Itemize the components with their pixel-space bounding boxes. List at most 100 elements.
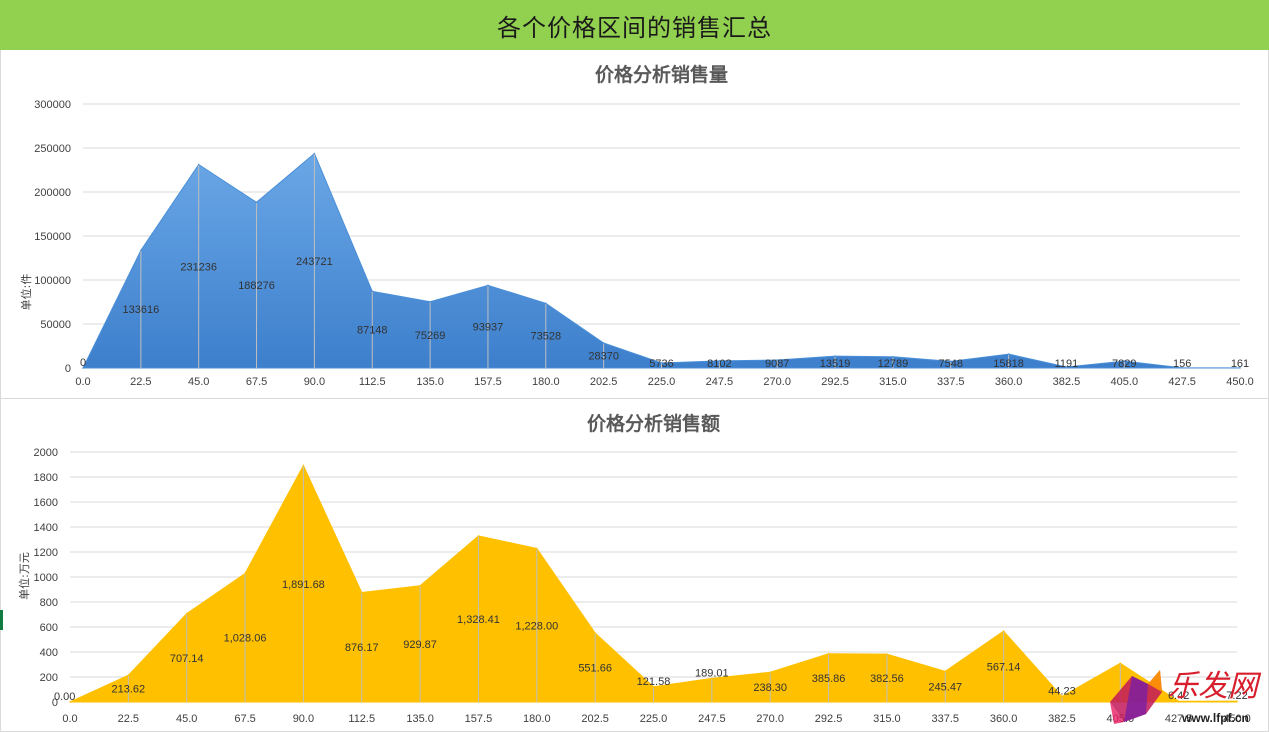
sales-volume-chart: 价格分析销售量 0 50000 100000 150000 200000 250000 300… [19,63,1254,388]
y-tick-label: 1600 [34,497,58,509]
data-label: 1,228.00 [515,620,558,632]
data-point [776,359,778,361]
data-label: 7.22 [1226,690,1247,702]
x-tick-label: 202.5 [581,713,609,725]
x-tick-label: 247.5 [706,376,734,388]
data-label: 13519 [820,358,851,370]
data-label: 382.56 [870,673,904,685]
data-label: 189.01 [695,667,729,679]
x-tick-label: 405.0 [1111,376,1139,388]
watermark-logo: 乐发网 www.lfpf.cn [1110,669,1262,725]
data-label: 213.62 [112,684,146,696]
data-point [892,355,894,358]
x-tick-label: 0.0 [75,376,90,388]
y-tick-label: 1000 [34,572,58,584]
data-point [69,701,71,703]
chart-title: 价格分析销售量 [595,63,728,86]
sales-amount-chart: 价格分析销售额 0 200 400 600 800 1000 1200 1400 1600 1800… [17,412,1251,725]
data-point [255,201,258,204]
data-label: 929.87 [403,639,437,651]
data-point [594,632,596,634]
x-tick-label: 157.5 [465,713,493,725]
data-label: 87148 [357,325,388,337]
y-tick-label: 250000 [34,143,71,155]
y-tick-label: 300000 [34,99,71,111]
x-tick-label: 270.0 [763,376,791,388]
x-tick-label: 427.5 [1165,713,1193,725]
data-label: 8102 [707,358,731,370]
data-label: 243721 [296,256,333,268]
y-tick-label: 1800 [34,472,58,484]
data-label: 0.00 [54,691,75,703]
data-point [944,670,947,673]
x-tick-label: 225.0 [648,376,676,388]
data-label: 44.23 [1048,685,1076,697]
x-tick-label: 360.0 [990,713,1018,725]
x-tick-label: 22.5 [118,713,139,725]
data-point [536,547,538,550]
data-point [1119,662,1122,665]
data-label: 245.47 [928,682,962,694]
data-point [477,535,480,537]
x-tick-label: 337.5 [937,376,965,388]
x-tick-label: 90.0 [293,713,314,725]
y-tick-label: 1200 [34,547,58,559]
chart-title: 价格分析销售额 [587,412,720,435]
watermark-url: www.lfpf.cn [1181,711,1249,725]
data-point [949,360,952,363]
data-point [660,362,663,364]
data-point [244,572,246,575]
x-tick-label: 67.5 [246,376,267,388]
data-point [371,290,374,293]
x-tick-label: 247.5 [698,713,726,725]
data-label: 7829 [1112,358,1136,370]
data-label: 231236 [180,261,217,273]
x-tick-label: 225.0 [640,713,668,725]
data-point [1002,630,1005,632]
y-tick-label: 600 [40,622,58,634]
x-tick-label: 427.5 [1168,376,1196,388]
x-tick-label: 112.5 [359,376,386,388]
data-point [1239,367,1241,369]
x-tick-label: 450.0 [1226,376,1254,388]
x-tick-label: 337.5 [931,713,959,725]
y-tick-label: 2000 [34,447,58,459]
data-point [1061,695,1063,698]
data-point [886,653,888,655]
data-label: 238.30 [753,682,787,694]
data-label: 75269 [415,330,446,342]
data-label: 0 [80,357,86,369]
data-point [487,284,489,287]
x-tick-label: 270.0 [756,713,784,725]
data-point [769,671,771,674]
data-label: 1,891.68 [282,579,325,591]
data-label: 156 [1173,358,1191,370]
data-point [140,249,142,252]
x-tick-label: 112.5 [348,713,375,725]
x-tick-label: 315.0 [873,713,901,725]
x-tick-label: 135.0 [406,713,434,725]
x-tick-label: 135.0 [416,376,444,388]
data-label: 876.17 [345,642,379,654]
y-axis-label: 单位:万元 [17,552,31,600]
data-label: 161 [1231,358,1249,370]
y-tick-label: 200 [40,672,58,684]
data-point [185,612,188,615]
data-label: 5736 [649,358,673,370]
x-tick-label: 382.5 [1048,713,1076,725]
data-point [1177,700,1180,702]
data-point [127,674,130,677]
data-point [419,584,421,587]
data-point [302,464,305,467]
y-tick-label: 200000 [34,187,71,199]
data-point [827,652,830,655]
x-tick-label: 450.0 [1223,713,1251,725]
x-tick-label: 360.0 [995,376,1023,388]
data-label: 1191 [1055,358,1079,370]
x-tick-label: 0.0 [62,713,77,725]
sheet-edge-marker [0,610,3,630]
x-tick-label: 45.0 [176,713,197,725]
data-point [1123,360,1126,362]
data-label: 93937 [473,322,504,334]
y-tick-label: 0 [52,697,58,709]
